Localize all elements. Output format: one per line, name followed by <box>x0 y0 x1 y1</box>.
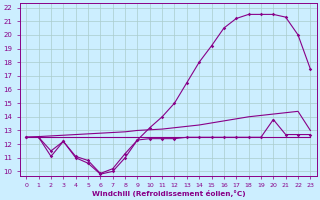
X-axis label: Windchill (Refroidissement éolien,°C): Windchill (Refroidissement éolien,°C) <box>92 190 245 197</box>
